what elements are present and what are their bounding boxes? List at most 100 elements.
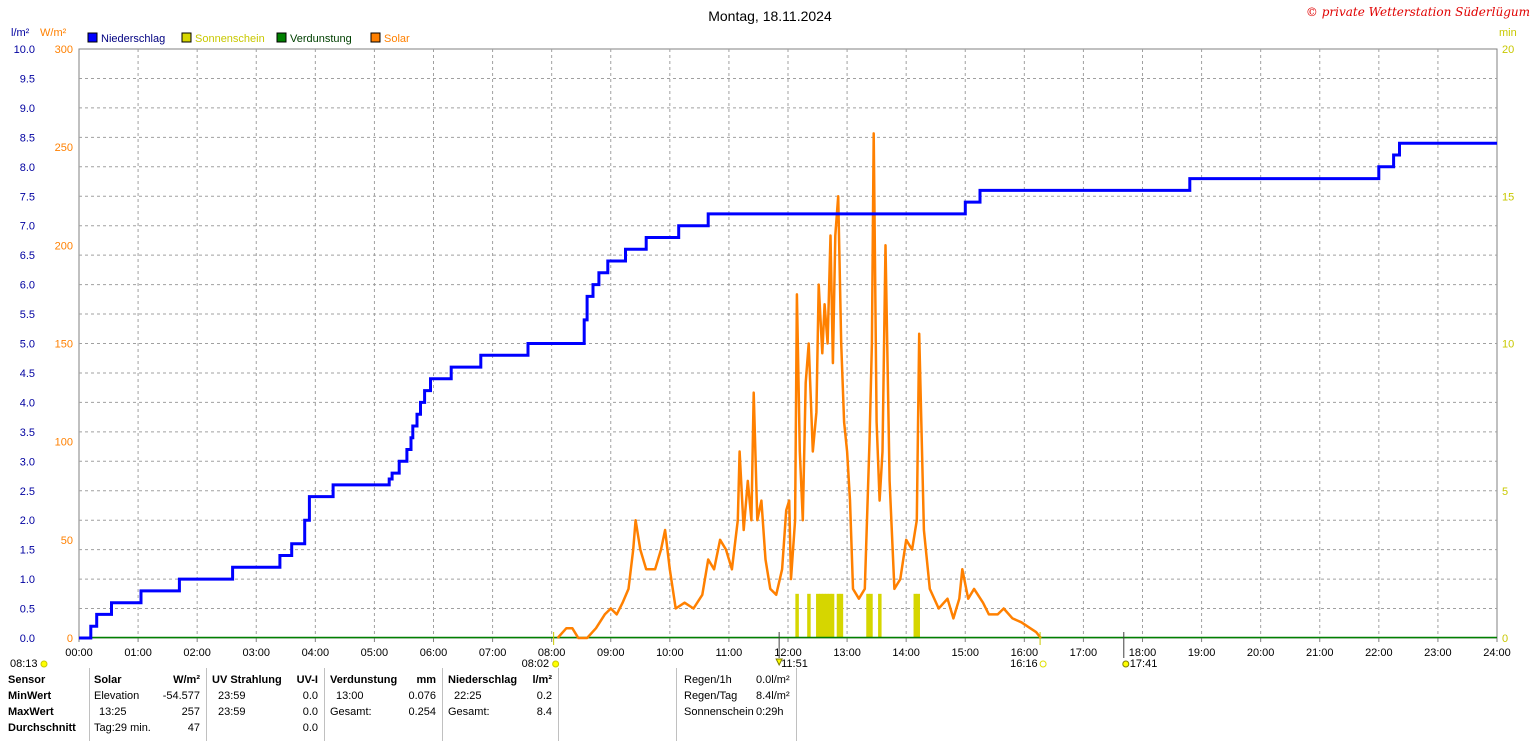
- precip-tick-label: 7.0: [20, 221, 35, 233]
- x-tick-label: 06:00: [420, 647, 448, 659]
- precip-tick-label: 0.0: [20, 633, 35, 645]
- precip-tick-label: 8.0: [20, 162, 35, 174]
- moonrise-icon: [40, 660, 48, 668]
- hdr-uv: UV Strahlung: [212, 674, 282, 686]
- legend-label: Niederschlag: [101, 33, 165, 45]
- hdr-solar-unit: W/m²: [173, 674, 200, 686]
- stats-uv-col: UV Strahlung UV-I 23:59 0.0 23:59 0.0 0.0: [212, 672, 318, 736]
- sun-tick-label: 10: [1502, 339, 1514, 351]
- x-tick-label: 01:00: [124, 647, 152, 659]
- legend-label: Solar: [384, 33, 410, 45]
- precip-unit: l/m²: [11, 27, 30, 39]
- solar-tick-label: 300: [55, 44, 73, 56]
- noon-icon: [775, 658, 783, 667]
- separator: [796, 668, 797, 741]
- x-tick-label: 08:00: [538, 647, 566, 659]
- sunrise-label: 08:02: [522, 658, 550, 668]
- precip-tick-label: 2.0: [20, 515, 35, 527]
- x-tick-label: 03:00: [242, 647, 270, 659]
- x-tick-label: 04:00: [302, 647, 330, 659]
- min-uv-time: 23:59: [218, 690, 246, 702]
- precip-tick-label: 1.0: [20, 574, 35, 586]
- sunshine-bar: [878, 593, 882, 638]
- precip-tick-label: 2.5: [20, 486, 35, 498]
- stats-sensor-col: Sensor MinWert MaxWert Durchschnitt: [8, 672, 76, 736]
- max-evap-val: 0.076: [408, 690, 436, 702]
- avg-uv-time: [212, 720, 272, 736]
- x-tick-label: 22:00: [1365, 647, 1393, 659]
- stats-solar-col: Solar W/m² Elevation -54.577 13:25 257 Tag:…: [94, 672, 200, 736]
- precip-tick-label: 5.0: [20, 339, 35, 351]
- solar-tick-label: 100: [55, 437, 73, 449]
- x-tick-label: 05:00: [361, 647, 389, 659]
- x-tick-label: 21:00: [1306, 647, 1334, 659]
- solar-line: [556, 132, 1042, 640]
- x-tick-label: 09:00: [597, 647, 625, 659]
- x-tick-label: 16:00: [1011, 647, 1039, 659]
- x-tick-label: 12:00: [774, 647, 802, 659]
- x-tick-label: 02:00: [183, 647, 211, 659]
- sunshine-bar: [913, 593, 918, 638]
- solar-tick-label: 150: [55, 339, 73, 351]
- avg-precip-time: Gesamt:: [448, 706, 490, 718]
- sunshine-bar: [821, 593, 826, 638]
- weather-chart: Montag, 18.11.2024 © private Wetterstati…: [10, 5, 1530, 668]
- max-uv-val: 0.0: [302, 706, 318, 718]
- legend-swatch: [181, 32, 192, 43]
- row-label-min: MinWert: [8, 690, 52, 702]
- avg-evap-time: Gesamt:: [330, 706, 372, 718]
- precip-tick-label: 3.5: [20, 427, 35, 439]
- x-tick-label: 10:00: [656, 647, 684, 659]
- x-tick-label: 15:00: [951, 647, 979, 659]
- moonrise-label: 08:13: [10, 658, 38, 668]
- min-solar-val: -54.577: [162, 690, 200, 702]
- legend-swatch: [87, 32, 98, 43]
- noon-label: 11:51: [781, 658, 808, 668]
- sum-rain1h-value: 0.0l/m²: [756, 674, 790, 686]
- sunshine-bar: [827, 593, 832, 638]
- legend-swatch: [370, 32, 381, 43]
- chart-title: Montag, 18.11.2024: [708, 8, 832, 24]
- precip-tick-label: 4.0: [20, 397, 35, 409]
- sunrise-icon: [552, 660, 560, 668]
- precipitation-line: [79, 141, 1497, 640]
- precip-tick-label: 4.5: [20, 368, 35, 380]
- precip-tick-label: 3.0: [20, 456, 35, 468]
- x-tick-label: 11:00: [716, 647, 743, 659]
- x-tick-label: 23:00: [1424, 647, 1452, 659]
- separator: [676, 668, 677, 741]
- x-tick-labels: 00:00 01:00 02:00 03:00 04:00 05:00 06:00 07:00…: [65, 638, 1511, 659]
- legend: Niederschlag Sonnenschein Verdunstung Solar: [87, 32, 410, 45]
- sum-rainday-value: 8.4l/m²: [756, 690, 790, 702]
- sunshine-bar: [839, 593, 844, 638]
- precip-tick-label: 8.5: [20, 132, 35, 144]
- hdr-uv-unit: UV-I: [296, 674, 318, 686]
- x-tick-label: 19:00: [1188, 647, 1216, 659]
- max-precip-val: 0.2: [536, 690, 552, 702]
- solar-tick-label: 0: [67, 633, 73, 645]
- summary-col: Regen/1h 0.0l/m² Regen/Tag 8.4l/m² Sonnens…: [684, 672, 794, 720]
- legend-label: Sonnenschein: [195, 33, 265, 45]
- separator: [558, 668, 559, 741]
- sunset-icon: [1039, 660, 1047, 668]
- sunshine-bar: [818, 593, 823, 638]
- x-tick-label: 14:00: [892, 647, 920, 659]
- legend-label: Verdunstung: [290, 33, 352, 45]
- solar-tick-label: 50: [61, 535, 73, 547]
- solar-tick-label: 250: [55, 142, 73, 154]
- max-solar-time: 13:25: [99, 706, 127, 718]
- sunshine-bar: [869, 593, 873, 638]
- stats-evap-col: Verdunstung mm 13:00 0.076 Gesamt: 0.254: [330, 672, 436, 720]
- precip-tick-label: 1.5: [20, 545, 35, 557]
- copyright: © private Wetterstation Süderlügum: [1306, 5, 1530, 19]
- y-tick-labels: 0.0 0.5 1.0 1.5 2.0 2.5 3.0 3.5 4.0 4.5 5.0 5.5 6.0 6…: [14, 44, 1515, 645]
- solar-unit: W/m²: [40, 27, 67, 39]
- series: [79, 132, 1497, 640]
- moonset-icon: [1122, 660, 1130, 668]
- hdr-evap-unit: mm: [416, 674, 436, 686]
- separator: [206, 668, 207, 741]
- precip-tick-label: 0.5: [20, 604, 35, 616]
- x-tick-label: 24:00: [1483, 647, 1511, 659]
- sunshine-bar: [866, 593, 870, 638]
- hdr-sensor: Sensor: [8, 674, 46, 686]
